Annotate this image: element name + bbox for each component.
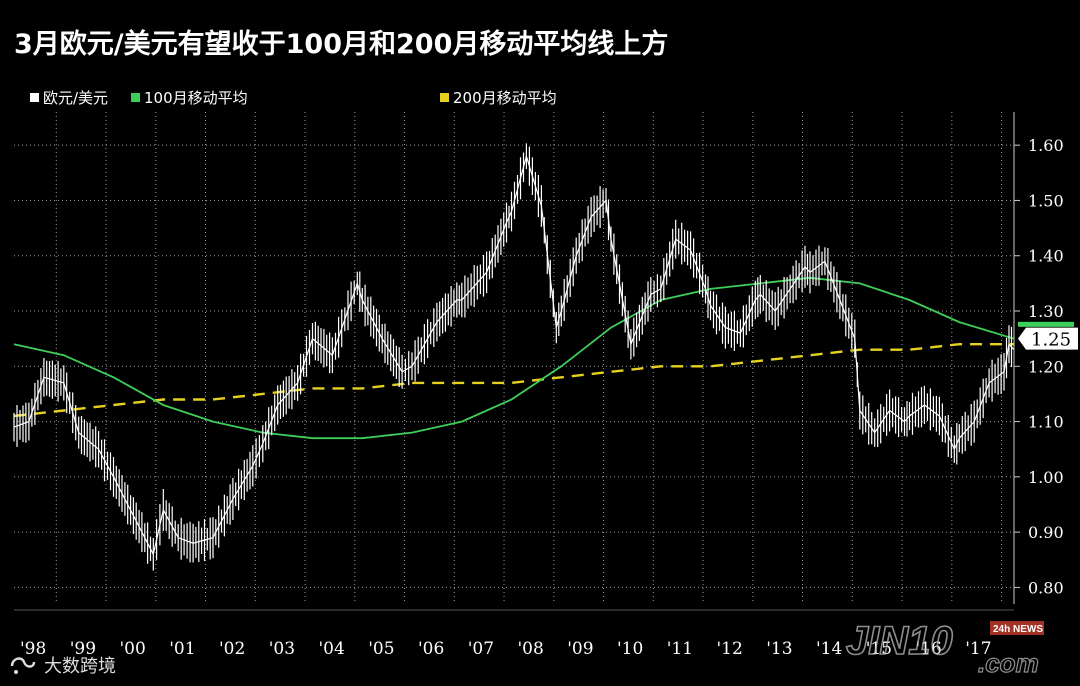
x-tick-label: '12	[716, 639, 742, 659]
series-ma200-line	[13, 343, 1014, 418]
x-tick-label: '05	[368, 639, 394, 659]
y-tick-label: 1.60	[1028, 136, 1064, 155]
x-tick-label: '07	[468, 639, 494, 659]
x-tick-label: '99	[70, 639, 96, 659]
x-tick-label: '08	[517, 639, 543, 659]
x-tick-label: '06	[418, 639, 444, 659]
last-value-tag-text: 1.25	[1031, 330, 1071, 351]
x-tick-label: '04	[318, 639, 344, 659]
ma100-axis-marker	[1018, 321, 1074, 327]
legend-swatch-ma200	[440, 93, 449, 102]
legend-label-ma100: 100月移动平均	[144, 89, 248, 107]
x-tick-label: '98	[20, 639, 46, 659]
legend-item-ma200: 200月移动平均	[440, 87, 557, 108]
x-tick-label: '03	[269, 639, 295, 659]
x-tick-label: '02	[219, 639, 245, 659]
series-layer	[13, 143, 1015, 571]
x-tick-label: '10	[617, 639, 643, 659]
y-tick-label: 1.00	[1028, 468, 1064, 487]
x-tick-label: '01	[169, 639, 195, 659]
last-value-tag-bg	[1018, 327, 1078, 350]
x-tick-label: '15	[866, 639, 892, 659]
series-ma100-line	[13, 276, 1015, 440]
jin10-logo-icon: JIN10 .com 24h NEWS	[845, 618, 1044, 679]
legend-item-ma100: 100月移动平均	[131, 87, 248, 108]
svg-text:JIN10: JIN10	[846, 619, 953, 663]
chart-title: 3月欧元/美元有望收于100月和200月移动平均线上方	[14, 29, 669, 60]
x-tick-label: '17	[965, 639, 991, 659]
x-tick-label: '11	[667, 639, 693, 659]
legend-swatch-ma100	[131, 93, 140, 102]
y-tick-label: 1.40	[1028, 247, 1064, 266]
watermark-left-text: 大数跨境	[44, 656, 116, 677]
legend-swatch-eurusd	[30, 93, 39, 102]
x-tick-label: '13	[766, 639, 792, 659]
x-tick-label: '16	[915, 639, 941, 659]
legend-label-eurusd: 欧元/美元	[43, 89, 109, 107]
legend-label-ma200: 200月移动平均	[453, 89, 557, 107]
y-tick-label: 1.50	[1028, 191, 1064, 210]
y-tick-label: 1.30	[1028, 302, 1064, 321]
jin10-watermark: JIN10 .com 24h NEWS	[840, 612, 1076, 682]
series-eurusd-line	[13, 154, 1015, 556]
x-tick-label: '09	[567, 639, 593, 659]
watermark-left: 大数跨境	[8, 652, 116, 678]
y-tick-label: 1.20	[1028, 357, 1064, 376]
dashu-logo-icon	[10, 657, 36, 674]
y-tick-label: 0.90	[1028, 523, 1064, 542]
y-tick-label: 1.10	[1028, 413, 1064, 432]
x-tick-label: '00	[119, 639, 145, 659]
x-tick-label: '14	[816, 639, 842, 659]
svg-text:24h NEWS: 24h NEWS	[993, 624, 1043, 635]
legend-item-eurusd: 欧元/美元	[30, 87, 108, 108]
y-tick-label: 0.80	[1028, 578, 1064, 597]
last-value-tag: 1.25	[1018, 327, 1078, 351]
axis-layer: 0.80 0.90 1.00 1.10 1.20 1.30 1.40 1.50 1.60 '98 '…	[14, 112, 1078, 659]
svg-text:.com: .com	[978, 648, 1039, 678]
